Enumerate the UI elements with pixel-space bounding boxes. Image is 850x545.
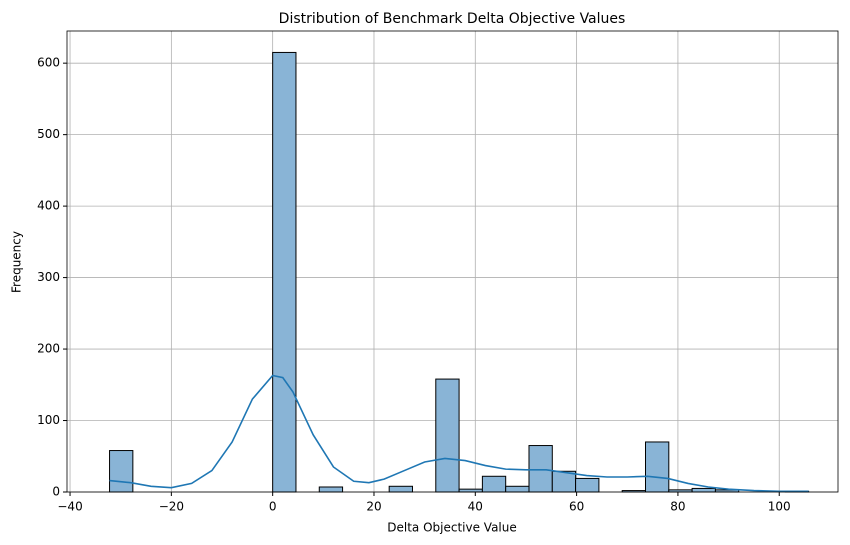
x-tick-label: 0 (269, 500, 277, 514)
kde-line (109, 374, 809, 493)
axes-frame (66, 30, 839, 493)
bar (528, 445, 553, 493)
bar (551, 470, 577, 493)
y-tick-label: 0 (52, 485, 60, 499)
bar (318, 486, 344, 493)
bar (575, 477, 600, 493)
y-tick-label: 500 (37, 127, 60, 141)
y-tick-label: 100 (37, 413, 60, 427)
bar (691, 487, 716, 493)
bar (458, 488, 483, 493)
x-tick-label: 100 (768, 500, 791, 514)
y-tick-label: 400 (37, 199, 60, 213)
bar (435, 378, 460, 493)
bar (645, 441, 670, 493)
bar (388, 485, 413, 493)
bar (481, 475, 507, 493)
y-tick-label: 300 (37, 270, 60, 284)
y-tick-label: 600 (37, 56, 60, 70)
bar (505, 485, 530, 493)
bar (272, 51, 297, 493)
x-tick-label: 20 (366, 500, 381, 514)
chart-title: Distribution of Benchmark Delta Objectiv… (279, 11, 626, 27)
bar (109, 450, 134, 493)
x-tick-label: −40 (57, 500, 82, 514)
x-tick-label: 80 (670, 500, 685, 514)
x-tick-label: −20 (159, 500, 184, 514)
x-axis-label: Delta Objective Value (387, 521, 517, 535)
y-tick-label: 200 (37, 342, 60, 356)
x-tick-label: 40 (468, 500, 483, 514)
x-tick-label: 60 (569, 500, 584, 514)
y-axis-label: Frequency (10, 231, 24, 293)
